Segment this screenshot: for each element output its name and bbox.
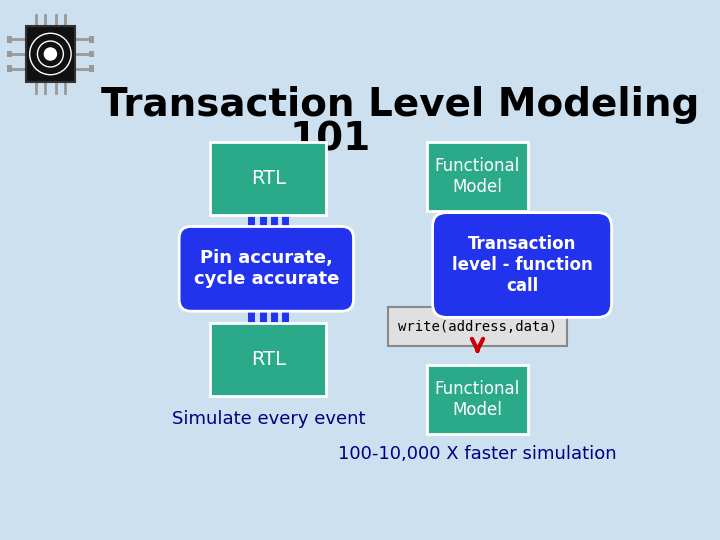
Text: Functional
Model: Functional Model (435, 380, 520, 419)
FancyBboxPatch shape (427, 142, 528, 211)
Text: RTL: RTL (251, 350, 286, 369)
FancyBboxPatch shape (26, 26, 75, 82)
FancyBboxPatch shape (7, 65, 12, 72)
FancyBboxPatch shape (89, 51, 94, 57)
Text: Transaction Level Modeling: Transaction Level Modeling (101, 86, 699, 124)
Text: RTL: RTL (251, 169, 286, 188)
Text: Functional
Model: Functional Model (435, 157, 520, 196)
FancyBboxPatch shape (388, 307, 567, 346)
FancyBboxPatch shape (210, 142, 326, 215)
Text: Simulate every event: Simulate every event (171, 410, 365, 428)
FancyBboxPatch shape (210, 323, 326, 396)
Circle shape (45, 48, 56, 60)
FancyBboxPatch shape (7, 36, 12, 43)
Text: 100-10,000 X faster simulation: 100-10,000 X faster simulation (338, 444, 617, 463)
FancyBboxPatch shape (433, 213, 611, 318)
Text: Transaction
level - function
call: Transaction level - function call (451, 235, 593, 295)
FancyBboxPatch shape (427, 365, 528, 434)
Text: write(address,data): write(address,data) (398, 320, 557, 334)
FancyBboxPatch shape (7, 51, 12, 57)
Text: Pin accurate,
cycle accurate: Pin accurate, cycle accurate (194, 249, 339, 288)
FancyBboxPatch shape (89, 65, 94, 72)
FancyBboxPatch shape (179, 226, 354, 311)
Text: 101: 101 (289, 120, 371, 158)
FancyBboxPatch shape (89, 36, 94, 43)
